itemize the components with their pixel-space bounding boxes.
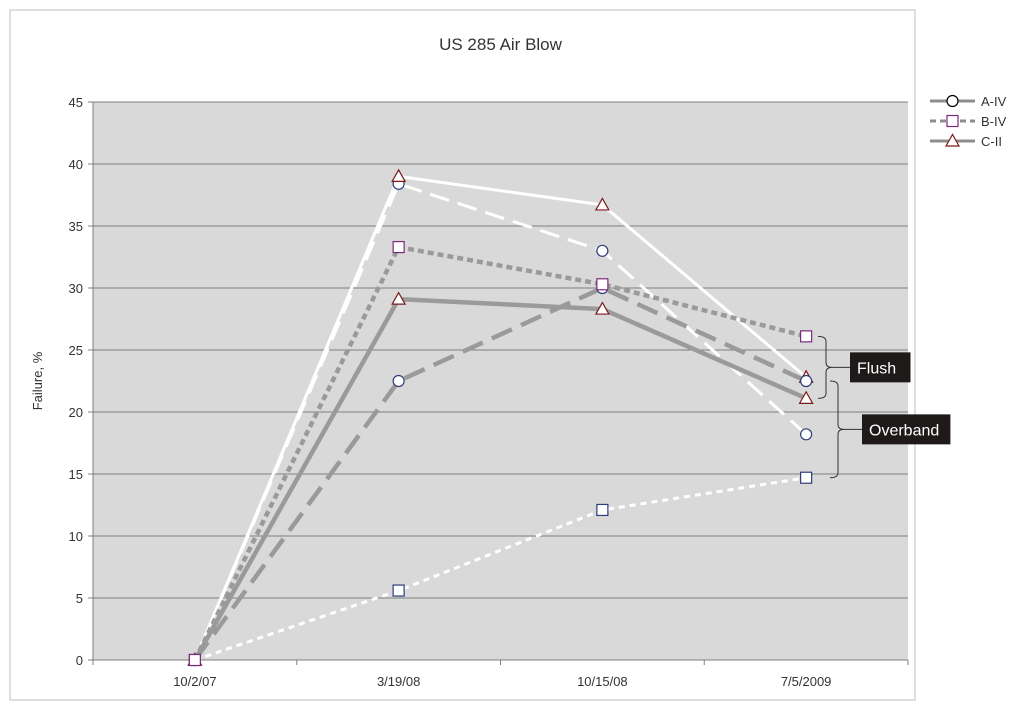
series-lines (192, 174, 808, 662)
data-point-c-ii-flush (391, 168, 407, 182)
series-line-c-ii-overband (192, 296, 808, 662)
chart-title: US 285 Air Blow (439, 35, 563, 54)
legend-label-c-ii: C-II (981, 134, 1002, 149)
y-tick-label: 30 (69, 281, 83, 296)
y-axis-ticks: 0 5 10 15 20 25 30 35 40 45 (69, 95, 93, 668)
data-point-b-iv-flush (596, 503, 609, 517)
overband-annotation-box (862, 414, 951, 445)
overband-annotation-label: Overband (869, 422, 939, 439)
y-tick-label: 25 (69, 343, 83, 358)
y-tick-label: 35 (69, 219, 83, 234)
series-line-b-iv-overband (192, 244, 807, 661)
legend: A-IV B-IV C-II (930, 94, 1007, 149)
x-axis-ticks: 10/2/07 3/19/08 10/15/08 7/5/2009 (92, 660, 909, 689)
data-point-b-iv-overband (800, 330, 813, 343)
legend-label-a-iv: A-IV (981, 94, 1007, 109)
legend-label-b-iv: B-IV (981, 114, 1007, 129)
data-point-b-iv-overband (596, 278, 609, 291)
data-point-c-ii-overband (798, 390, 814, 404)
data-point-c-ii-overband (391, 291, 407, 305)
data-point-a-iv-overband (392, 374, 405, 388)
data-point-a-iv-flush (800, 428, 813, 441)
series-line-c-ii-flush (193, 174, 808, 661)
legend-marker-c-ii (944, 133, 961, 147)
data-point-a-iv-overband (800, 374, 813, 388)
data-point-b-iv-overband (188, 653, 201, 667)
data-point-a-iv-flush (596, 244, 609, 257)
series-line-a-iv-overband (193, 285, 808, 662)
chart-border (9, 9, 916, 701)
x-tick-label: 10/15/08 (577, 674, 628, 689)
y-tick-label: 45 (69, 95, 83, 110)
y-tick-label: 10 (69, 529, 83, 544)
x-tick-label: 7/5/2009 (781, 674, 832, 689)
series-line-b-iv-flush (194, 476, 807, 662)
data-point-c-ii-flush (594, 197, 610, 211)
x-tick-label: 3/19/08 (377, 674, 420, 689)
y-tick-label: 20 (69, 405, 83, 420)
data-point-b-iv-flush (800, 471, 813, 484)
annotations: Flush Overband (817, 335, 951, 479)
x-tick-label: 10/2/07 (173, 674, 216, 689)
y-tick-label: 40 (69, 157, 83, 172)
legend-marker-a-iv (946, 94, 959, 108)
y-tick-label: 5 (76, 591, 83, 606)
flush-annotation-box (850, 352, 911, 383)
data-markers (187, 168, 814, 667)
y-tick-label: 15 (69, 467, 83, 482)
data-point-c-ii-overband (594, 301, 610, 315)
y-axis-label: Failure, % (30, 351, 45, 410)
data-point-b-iv-overband (392, 240, 405, 254)
y-tick-label: 0 (76, 653, 83, 668)
legend-marker-b-iv (946, 114, 959, 128)
plot-area (93, 102, 908, 660)
series-line-a-iv-flush (193, 182, 808, 661)
flush-annotation-label: Flush (857, 360, 896, 377)
data-point-b-iv-flush (392, 584, 405, 597)
